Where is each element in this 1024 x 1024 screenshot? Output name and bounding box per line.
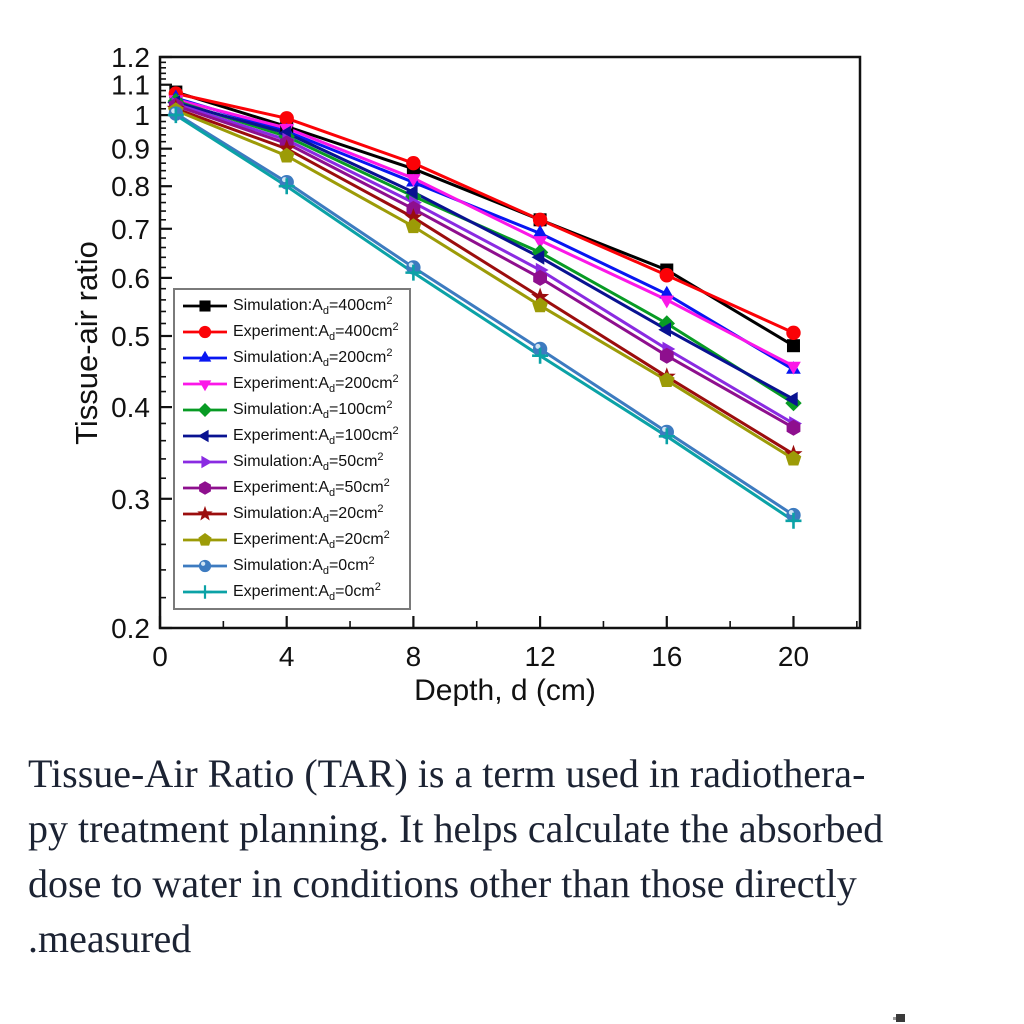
x-tick-label: 0 [152, 641, 168, 672]
y-tick-label: 0.6 [111, 263, 150, 294]
legend-item: Experiment:Ad=50cm2 [182, 476, 407, 500]
legend-label: Experiment:Ad=400cm2 [233, 321, 399, 343]
figure-caption: Tissue-Air Ratio (TAR) is a term used in… [28, 746, 1020, 966]
y-tick-label: 0.7 [111, 214, 150, 245]
x-tick-label: 20 [778, 641, 809, 672]
legend-label: Experiment:Ad=200cm2 [233, 373, 399, 395]
series-line [175, 112, 795, 517]
legend-marker-icon [183, 533, 227, 546]
y-tick-label: 0.8 [111, 171, 150, 202]
legend-marker-icon [183, 325, 227, 339]
legend-item: Simulation:Ad=400cm2 [182, 294, 407, 318]
series-line [175, 98, 795, 368]
legend-label: Simulation:Ad=400cm2 [233, 295, 393, 317]
y-tick-label: 0.5 [111, 321, 150, 352]
y-tick-label: 1.2 [111, 42, 150, 73]
caption-line-3: dose to water in conditions other than t… [28, 861, 857, 906]
legend-item: Simulation:Ad=0cm2 [182, 554, 407, 578]
series-line [175, 90, 795, 347]
legend-marker-icon [183, 505, 227, 521]
legend-label: Simulation:Ad=0cm2 [233, 555, 375, 577]
legend-item: Experiment:Ad=20cm2 [182, 528, 407, 552]
chart-series [166, 85, 803, 529]
legend-item: Simulation:Ad=200cm2 [182, 346, 407, 370]
y-tick-label: 0.3 [111, 484, 150, 515]
series-line [175, 107, 795, 456]
series-line [174, 113, 795, 523]
legend-item: Experiment:Ad=400cm2 [182, 320, 407, 344]
legend-marker-icon [183, 403, 227, 417]
series-line [175, 109, 795, 461]
legend-item: Experiment:Ad=0cm2 [182, 580, 407, 604]
series-line [175, 101, 795, 401]
y-axis-title: Tissue-air ratio [69, 241, 104, 445]
series-line [175, 102, 795, 425]
x-tick-label: 4 [279, 641, 295, 672]
caption-line-4: .measured [28, 916, 192, 961]
x-tick-label: 16 [651, 641, 682, 672]
legend-label: Simulation:Ad=50cm2 [233, 451, 384, 473]
legend-marker-icon [183, 429, 227, 443]
axis-ticks: 1.21.110.9 0.8 0.7 0.6 0.5 0.4 0.3 0.20 4 8 12 16 20 [111, 42, 858, 672]
legend-marker-icon [183, 455, 227, 469]
legend-label: Simulation:Ad=100cm2 [233, 399, 393, 421]
cropped-text-fragment [893, 1014, 905, 1022]
legend-marker-icon [183, 559, 227, 573]
legend-label: Experiment:Ad=50cm2 [233, 477, 390, 499]
x-tick-label: 8 [406, 641, 422, 672]
y-tick-label: 1 [134, 100, 150, 131]
plot-frame [158, 55, 862, 630]
legend-marker-icon [183, 300, 227, 312]
legend-marker-icon [183, 380, 227, 392]
chart-legend: Simulation:Ad=400cm2 Experiment:Ad=400cm2… [173, 288, 411, 610]
legend-marker-icon [183, 481, 227, 495]
legend-item: Simulation:Ad=20cm2 [182, 502, 407, 526]
x-tick-label: 12 [525, 641, 556, 672]
series-line [175, 104, 795, 430]
y-tick-label: 0.4 [111, 392, 150, 423]
y-tick-label: 0.2 [111, 613, 150, 644]
legend-marker-icon [183, 350, 227, 362]
tar-chart: 1.21.110.9 0.8 0.7 0.6 0.5 0.4 0.3 0.20 4 8 12 16 20… [69, 42, 862, 707]
x-axis-title: Depth, d (cm) [414, 674, 596, 707]
legend-label: Experiment:Ad=20cm2 [233, 529, 390, 551]
y-tick-label: 0.9 [111, 134, 150, 165]
y-tick-label: 1.1 [111, 70, 150, 101]
legend-item: Experiment:Ad=100cm2 [182, 424, 407, 448]
series-line [175, 92, 795, 335]
caption-line-2: py treatment planning. It helps calculat… [28, 806, 884, 851]
legend-label: Experiment:Ad=100cm2 [233, 425, 399, 447]
legend-item: Simulation:Ad=50cm2 [182, 450, 407, 474]
legend-label: Simulation:Ad=200cm2 [233, 347, 393, 369]
legend-item: Experiment:Ad=200cm2 [182, 372, 407, 396]
legend-marker-icon [183, 585, 227, 599]
legend-label: Simulation:Ad=20cm2 [233, 503, 384, 525]
legend-item: Simulation:Ad=100cm2 [182, 398, 407, 422]
caption-line-1: Tissue-Air Ratio (TAR) is a term used in… [28, 751, 866, 796]
legend-label: Experiment:Ad=0cm2 [233, 581, 381, 603]
